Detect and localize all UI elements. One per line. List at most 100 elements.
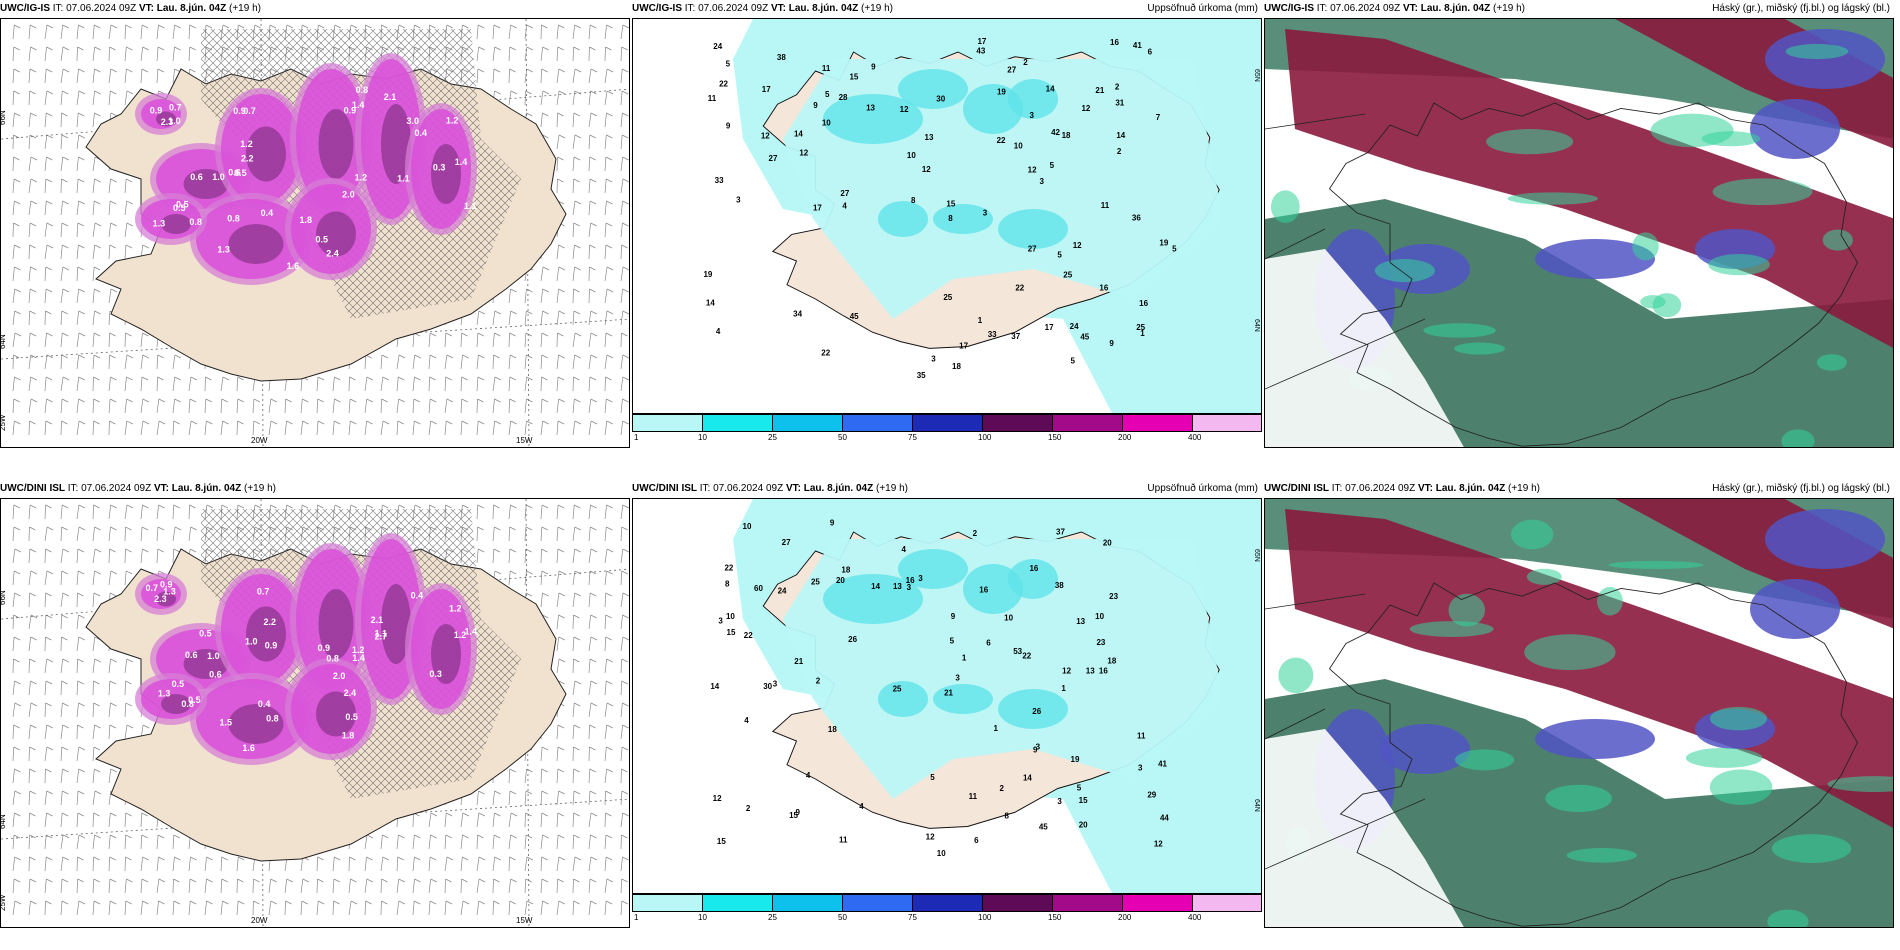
snow-value: 0.6 [209, 669, 222, 679]
map-snow[interactable]: 0.5 1.2 0.9 0.4 1.1 1.3 2.0 0.8 1.0 0.6 0.7 1.4 2.1 0… [0, 18, 630, 448]
precip-value: 9 [830, 518, 835, 527]
precip-value: 44 [1160, 814, 1169, 823]
model-name: UWC/IG-IS [632, 3, 682, 14]
model-name: UWC/DINI ISL [1264, 483, 1329, 494]
snow-value: 2.3 [161, 117, 174, 127]
snow-value: 1.0 [245, 637, 258, 647]
snow-value: 1.2 [446, 116, 459, 126]
it-label: IT: [699, 483, 711, 494]
precip-value: 20 [1079, 821, 1088, 830]
colorbar-tick: 400 [1188, 913, 1202, 922]
precip-value: 12 [799, 148, 808, 157]
precip-value: 41 [1133, 41, 1142, 50]
map-snow[interactable]: 0.6 1.0 0.9 0.4 1.2 1.5 2.0 0.8 1.3 0.5 0.7 1.4 2.1 0… [0, 498, 630, 928]
colorbar-swatch [912, 894, 982, 912]
lead-time: (+19 h) [1493, 3, 1525, 14]
precip-value: 22 [724, 564, 733, 573]
precip-value: 12 [926, 833, 935, 842]
colorbar-tick: 150 [1048, 913, 1062, 922]
precip-value: 15 [1079, 796, 1088, 805]
model-name: UWC/IG-IS [1264, 3, 1314, 14]
precip-value: 3 [983, 208, 988, 217]
precip-value: 12 [900, 105, 909, 114]
snow-value: 2.4 [344, 688, 357, 698]
init-time: 07.06.2024 09Z [713, 483, 784, 494]
precip-value: 27 [782, 538, 791, 547]
snow-value: 0.8 [227, 213, 240, 223]
snow-value: 2.3 [154, 594, 167, 604]
precip-value: 22 [821, 349, 830, 358]
precip-value: 11 [708, 94, 717, 103]
precip-value: 3 [773, 680, 778, 689]
precip-cell [878, 681, 928, 717]
precip-value: 12 [713, 794, 722, 803]
mid-cloud [1535, 239, 1655, 279]
precip-value: 14 [1046, 84, 1055, 93]
mid-cloud [1765, 29, 1885, 89]
precip-value: 19 [1071, 755, 1080, 764]
grid-label: 15W [516, 916, 533, 925]
colorbar-swatch [702, 894, 772, 912]
precip-value: 53 [1013, 647, 1022, 656]
snow-field [135, 53, 477, 285]
cloud-edge [1409, 621, 1494, 637]
precip-value: 24 [1070, 322, 1079, 331]
cloud-edge [1650, 113, 1734, 148]
precip-value: 21 [944, 688, 953, 697]
precip-value: 12 [1062, 666, 1071, 675]
precip-value: 11 [1137, 731, 1146, 740]
panel-header: UWC/DINI ISL IT: 07.06.2024 09Z VT: Lau.… [1264, 480, 1894, 498]
vt-label: VT: [153, 483, 169, 494]
snow-value: 2.4 [326, 248, 339, 258]
lead-time: (+19 h) [876, 483, 908, 494]
precip-value: 4 [859, 802, 864, 811]
panel-precip-igis: UWC/IG-IS IT: 07.06.2024 09Z VT: Lau. 8.… [632, 0, 1262, 448]
panel-clouds-dini: UWC/DINI ISL IT: 07.06.2024 09Z VT: Lau.… [1264, 480, 1894, 928]
precip-value: 27 [769, 154, 778, 163]
precip-value: 16 [1099, 666, 1108, 675]
cloud-edge [1454, 749, 1515, 771]
cloud-edge [1486, 129, 1574, 155]
colorbar-swatch [982, 414, 1052, 432]
snow-value: 1.8 [342, 730, 355, 740]
precip-value: 35 [917, 371, 926, 380]
init-time: 07.06.2024 09Z [66, 3, 137, 14]
colorbar-tick: 75 [908, 913, 917, 922]
precip-value: 17 [977, 37, 986, 46]
snow-value: 0.4 [261, 208, 274, 218]
precip-value: 27 [1007, 65, 1016, 74]
map-clouds[interactable] [1264, 498, 1894, 928]
map-precip[interactable]: 9 15 22 10 12 3 6 16 21 4 5 16 26 60 44 38 41 14 11 3 8 5 53 25… [632, 498, 1262, 894]
precip-value: 2 [1000, 784, 1005, 793]
it-label: IT: [1331, 483, 1343, 494]
precip-value: 23 [1109, 592, 1118, 601]
init-time: 07.06.2024 09Z [1345, 483, 1416, 494]
map-clouds[interactable] [1264, 18, 1894, 448]
cloud-edge [1822, 229, 1853, 251]
precip-value: 12 [1028, 165, 1037, 174]
precip-value: 6 [974, 836, 979, 845]
precip-value: 7 [1156, 113, 1161, 122]
precip-value: 2 [1023, 58, 1028, 67]
precip-value: 16 [1139, 299, 1148, 308]
cloud-edge [1781, 429, 1815, 447]
precip-value: 9 [951, 612, 956, 621]
precip-value: 28 [839, 93, 848, 102]
precip-cell [898, 549, 968, 589]
precip-value: 3 [736, 195, 741, 204]
mid-cloud [1380, 724, 1470, 774]
precip-value: 11 [822, 64, 831, 73]
grid-label: 64N [1, 814, 7, 829]
precip-value: 8 [1004, 812, 1009, 821]
snow-value: 3.0 [407, 116, 420, 126]
snow-value: 1.8 [299, 215, 312, 225]
grid-label: 25W [1, 894, 7, 911]
snow-value: 0.5 [345, 712, 358, 722]
snow-value: 0.8 [326, 654, 339, 664]
snow-value: 0.9 [233, 106, 246, 116]
map-precip[interactable]: 9 10 12 3 21 35 27 4 2 5 19 28 42 34 33 22 27 12 9 33 45 36 12… [632, 18, 1262, 414]
snow-value: 0.3 [433, 162, 446, 172]
precip-value: 5 [1172, 245, 1177, 254]
vt-label: VT: [770, 3, 786, 14]
variable-title: Háský (gr.), miðský (fj.bl.) og lágský (… [1712, 483, 1890, 494]
